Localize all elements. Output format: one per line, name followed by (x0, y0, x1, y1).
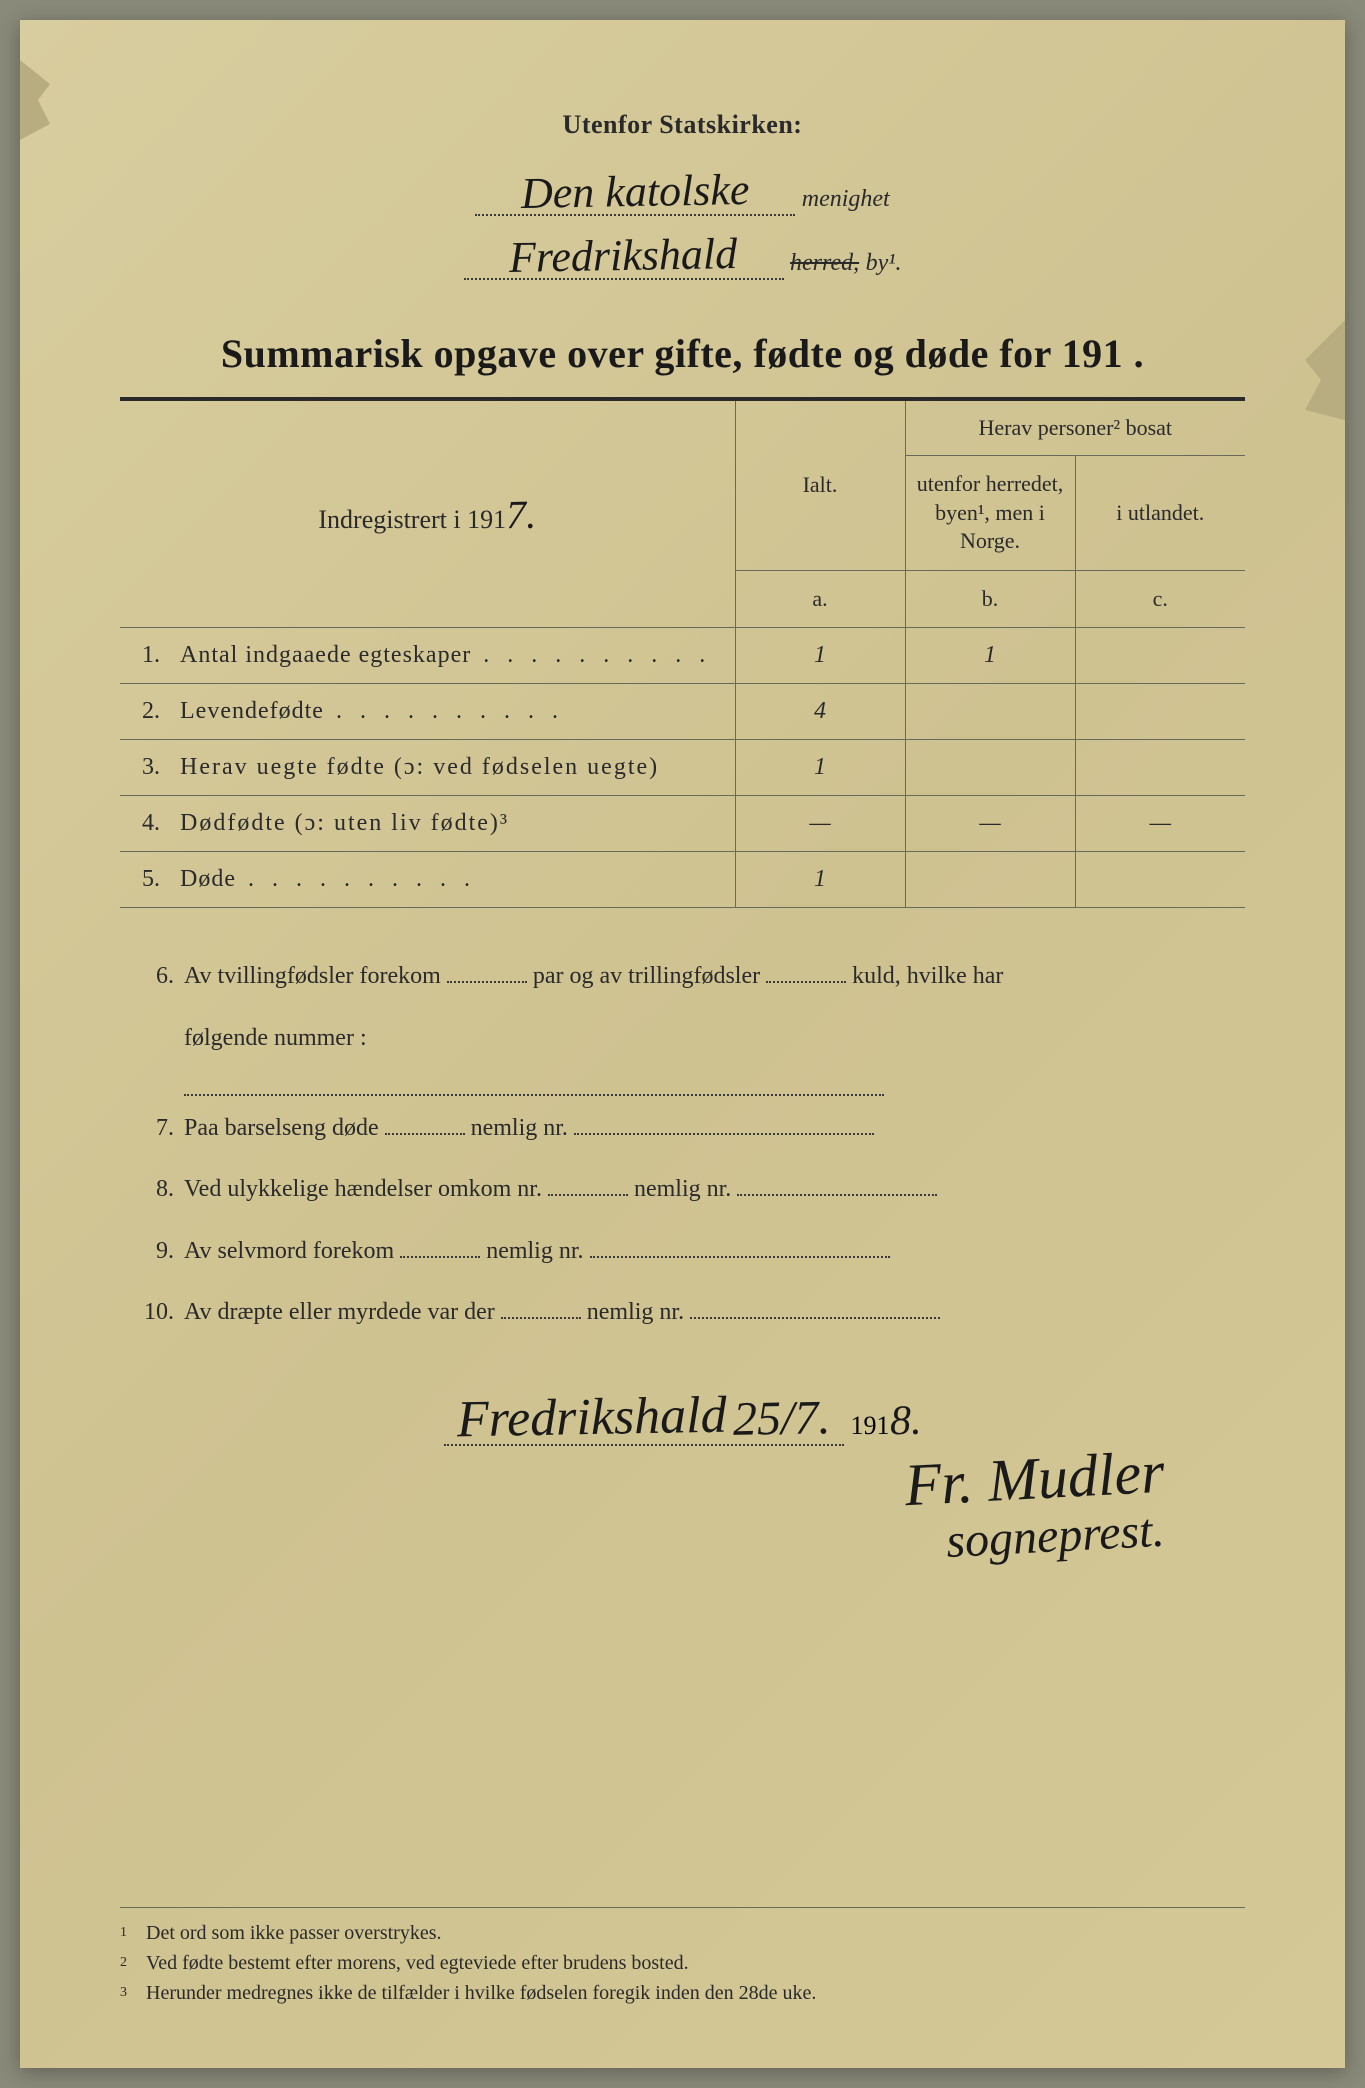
signature-block: Fredrikshald 25/7. 1918. Fr. Mudler sogn… (120, 1392, 1245, 1585)
table-row: 3. Herav uegte fødte (ɔ: ved fødselen ue… (120, 740, 1245, 796)
main-title: Summarisk opgave over gifte, fødte og dø… (120, 330, 1245, 377)
congregation-line: Den katolske menighet (333, 170, 1033, 216)
q6: 6. Av tvillingfødsler forekom par og av … (120, 948, 1245, 1006)
col-indreg: Indregistrert i 1917. (120, 401, 735, 628)
table-row: 5. Døde 1 (120, 852, 1245, 908)
table-body: 1. Antal indgaaede egteskaper 1 1 2. Lev… (120, 628, 1245, 908)
col-a-sub: a. (735, 570, 905, 628)
overline: Utenfor Statskirken: (120, 110, 1245, 140)
q9: 9. Av selvmord forekom nemlig nr. (120, 1223, 1245, 1281)
lower-questions: 6. Av tvillingfødsler forekom par og av … (120, 948, 1245, 1342)
place-suffix: by¹. (866, 250, 902, 276)
col-a-head: Ialt. (735, 401, 905, 570)
col-b-head: utenfor herredet, byen¹, men i Norge. (905, 456, 1075, 571)
q6-cont: følgende nummer : (120, 1010, 1245, 1068)
q8: 8. Ved ulykkelige hændelser omkom nr. ne… (120, 1161, 1245, 1219)
footnote-3: 3Herunder medregnes ikke de tilfælder i … (120, 1978, 1245, 2008)
footnote-2: 2Ved fødte bestemt efter morens, ved egt… (120, 1948, 1245, 1978)
col-b-sub: b. (905, 570, 1075, 628)
footnotes: 1Det ord som ikke passer overstrykes. 2V… (120, 1907, 1245, 2008)
q7: 7. Paa barselseng døde nemlig nr. (120, 1100, 1245, 1158)
footnote-1: 1Det ord som ikke passer overstrykes. (120, 1918, 1245, 1948)
place-handwritten: Fredrikshald (509, 232, 738, 280)
document-page: Utenfor Statskirken: Den katolske menigh… (20, 20, 1345, 2068)
place-line: Fredrikshald herred, by¹. (333, 234, 1033, 280)
header-block: Utenfor Statskirken: Den katolske menigh… (120, 110, 1245, 280)
col-c-sub: c. (1075, 570, 1245, 628)
table-row: 1. Antal indgaaede egteskaper 1 1 (120, 628, 1245, 684)
table-row: 2. Levendefødte 4 (120, 684, 1245, 740)
q10: 10. Av dræpte eller myrdede var der neml… (120, 1284, 1245, 1342)
col-super: Herav personer² bosat (905, 401, 1245, 456)
place-suffix-struck: herred, (790, 250, 859, 276)
congregation-handwritten: Den katolske (521, 168, 750, 216)
q6-blank (120, 1072, 1245, 1096)
summary-table: Indregistrert i 1917. Ialt. Herav person… (120, 401, 1245, 908)
indreg-year: 7. (506, 490, 537, 538)
congregation-suffix: menighet (802, 186, 890, 212)
sign-date-line: Fredrikshald 25/7. 1918. (120, 1392, 1245, 1446)
col-c-head: i utlandet. (1075, 456, 1245, 571)
table-row: 4. Dødfødte (ɔ: uten liv fødte)³ — — — (120, 796, 1245, 852)
